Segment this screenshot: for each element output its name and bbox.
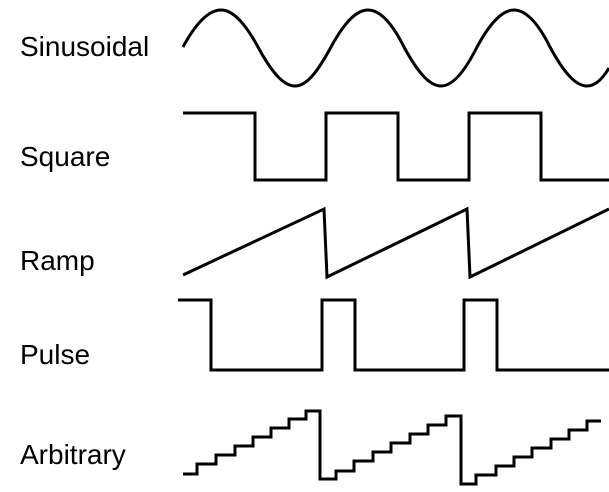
arbitrary-waveform	[183, 409, 601, 486]
arbitrary-label: Arbitrary	[20, 439, 126, 470]
square-waveform	[183, 111, 609, 182]
ramp-row: Ramp	[20, 206, 609, 280]
ramp-label: Ramp	[20, 245, 95, 276]
pulse-label: Pulse	[20, 339, 90, 370]
sinusoidal-label: Sinusoidal	[20, 31, 149, 62]
sinusoidal-waveform	[181, 8, 609, 88]
pulse-waveform	[178, 298, 609, 372]
square-label: Square	[20, 141, 110, 172]
arbitrary-row: Arbitrary	[20, 409, 601, 486]
square-row: Square	[20, 111, 609, 182]
sinusoidal-row: Sinusoidal	[20, 8, 609, 88]
ramp-waveform	[182, 206, 609, 280]
pulse-row: Pulse	[20, 298, 609, 372]
